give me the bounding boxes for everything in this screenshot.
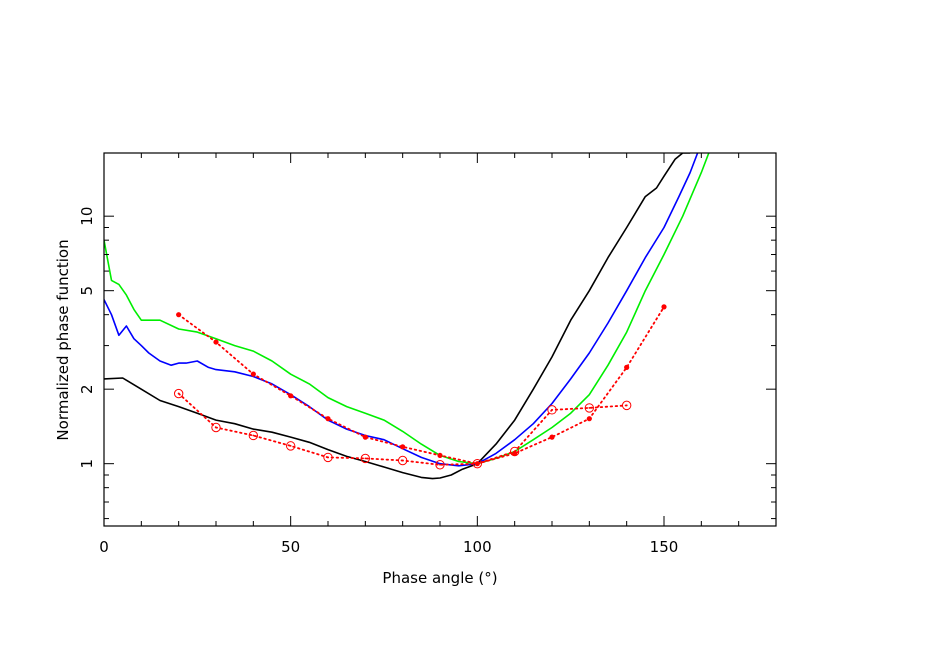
series-4-point — [176, 312, 182, 318]
series-5-point — [248, 430, 259, 441]
series-4-point — [549, 434, 555, 440]
series-5-point — [509, 446, 520, 457]
series-5-point-center — [551, 408, 553, 411]
series-5-point-center — [364, 457, 367, 460]
x-tick-label: 100 — [463, 538, 492, 556]
series-2-line — [104, 153, 699, 467]
x-tick-label: 50 — [281, 538, 300, 556]
series-5-point-center — [588, 407, 591, 409]
series-5-point-center — [625, 404, 628, 407]
series-5-point — [621, 400, 632, 411]
y-tick-label: 1 — [78, 459, 96, 469]
series-5-point-center — [215, 426, 217, 429]
series-5-point — [397, 455, 408, 466]
series-4-point — [288, 393, 294, 399]
series-5-point-center — [513, 450, 516, 453]
series-5-point-center — [289, 444, 292, 447]
series-5-point — [173, 388, 184, 399]
series-5-point — [285, 441, 296, 451]
series-4-point — [213, 339, 219, 345]
series-5-point-center — [327, 456, 329, 459]
series-5-point-center — [439, 463, 441, 466]
series-4-point — [250, 371, 256, 377]
series-5-point — [472, 458, 483, 469]
series-4-point — [437, 452, 443, 459]
axis-ticks: 0 50 100 150 1 2 5 10 — [78, 153, 777, 556]
series-5-point — [211, 422, 221, 433]
series-3-line — [104, 153, 710, 465]
y-tick-label: 2 — [78, 384, 96, 394]
series-4-point — [325, 416, 331, 422]
y-axis-title: Normalized phase function — [54, 239, 72, 440]
series-4-point — [400, 444, 406, 450]
series-5-point — [584, 403, 595, 413]
series-5-point — [435, 460, 445, 470]
plot-frame — [103, 152, 777, 527]
series-4-line — [177, 305, 665, 465]
y-tick-label: 10 — [78, 207, 96, 226]
series-4-point — [512, 450, 518, 457]
y-tick-label: 5 — [78, 286, 96, 296]
series-5-point-center — [177, 392, 180, 395]
x-axis-title: Phase angle (°) — [382, 569, 497, 587]
series-1-line — [104, 153, 691, 480]
x-tick-label: 0 — [99, 538, 109, 556]
series-5-point-center — [401, 459, 404, 462]
series-4-point — [586, 416, 592, 422]
x-tick-label: 150 — [650, 538, 679, 556]
series-4-point — [362, 434, 368, 440]
series-5-point-center — [252, 434, 255, 437]
series-4-point — [661, 304, 667, 310]
series-5-point — [547, 405, 557, 415]
series-5-point-center — [476, 462, 479, 465]
series-layer — [104, 153, 710, 480]
series-5-point — [323, 452, 333, 463]
series-5-line — [177, 392, 628, 466]
series-5-point — [360, 453, 371, 464]
series-4-point — [624, 364, 630, 370]
